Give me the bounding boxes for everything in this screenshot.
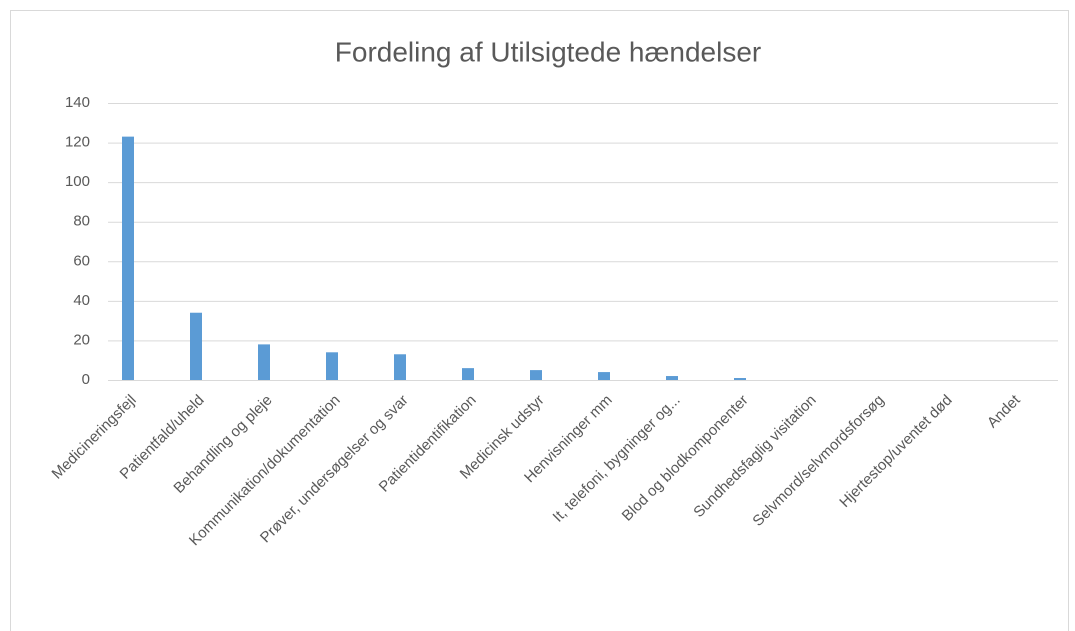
y-tick-label: 20 bbox=[73, 331, 90, 348]
y-tick-label: 140 bbox=[65, 94, 90, 111]
bar bbox=[598, 372, 610, 380]
bar bbox=[394, 354, 406, 380]
y-tick-label: 60 bbox=[73, 252, 90, 269]
bar bbox=[258, 344, 270, 380]
bar bbox=[326, 352, 338, 380]
y-tick-label: 100 bbox=[65, 173, 90, 190]
y-tick-label: 40 bbox=[73, 292, 90, 309]
bar bbox=[666, 376, 678, 380]
bar bbox=[462, 368, 474, 380]
chart-title: Fordeling af Utilsigtede hændelser bbox=[335, 36, 761, 67]
bar bbox=[530, 370, 542, 380]
y-tick-label: 0 bbox=[82, 371, 90, 388]
bar bbox=[122, 136, 134, 380]
bar bbox=[734, 378, 746, 380]
bar bbox=[190, 312, 202, 380]
y-tick-label: 80 bbox=[73, 213, 90, 230]
y-tick-label: 120 bbox=[65, 134, 90, 151]
chart-frame bbox=[10, 10, 1069, 631]
